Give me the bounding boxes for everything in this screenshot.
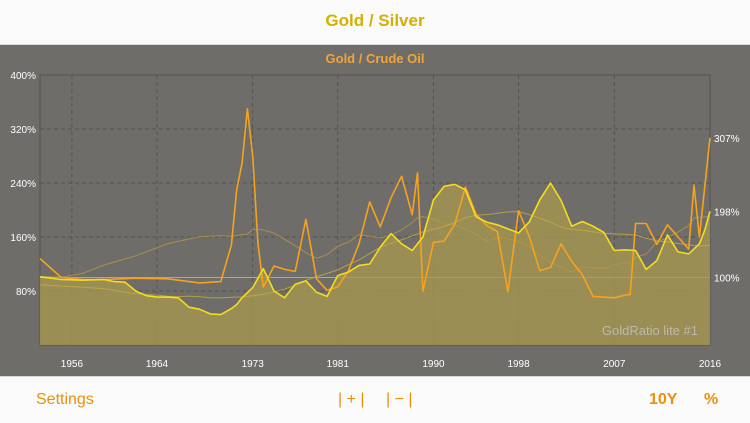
y-tick-label: 400% bbox=[10, 71, 36, 82]
x-tick-label: 1973 bbox=[242, 359, 265, 370]
x-tick-label: 1956 bbox=[61, 359, 84, 370]
right-value-label: 198% bbox=[714, 207, 740, 218]
gold-oil-line bbox=[39, 108, 711, 299]
y-tick-label: 80% bbox=[16, 287, 36, 298]
settings-button[interactable]: Settings bbox=[36, 391, 94, 408]
y-tick-label: 320% bbox=[10, 125, 36, 136]
gold-silver-moving-average bbox=[39, 211, 711, 299]
title-bar: Gold / Silver bbox=[0, 0, 750, 45]
gold-ratio-chart[interactable]: 80% 160% 240% 320% 400% 1956 1964 1973 1981 1990 1… bbox=[0, 45, 750, 376]
zoom-in-button[interactable]: | + | bbox=[338, 391, 365, 408]
gold-silver-line bbox=[39, 182, 711, 316]
gold-silver-area bbox=[40, 183, 710, 345]
x-tick-label: 1964 bbox=[146, 359, 169, 370]
watermark-label: GoldRatio lite #1 bbox=[602, 323, 698, 338]
x-tick-label: 1998 bbox=[507, 359, 530, 370]
x-tick-label: 2016 bbox=[699, 359, 722, 370]
zoom-out-button[interactable]: | − | bbox=[386, 391, 413, 408]
chart-area[interactable]: 80% 160% 240% 320% 400% 1956 1964 1973 1981 1990 1… bbox=[0, 45, 750, 376]
x-tick-label: 2007 bbox=[603, 359, 626, 370]
percent-toggle-button[interactable]: % bbox=[704, 391, 719, 408]
y-tick-label: 240% bbox=[10, 179, 36, 190]
page-title[interactable]: Gold / Silver bbox=[325, 11, 425, 30]
y-tick-label: 160% bbox=[10, 233, 36, 244]
chart-title: Gold / Crude Oil bbox=[326, 51, 425, 66]
bottom-toolbar: Settings | + | | − | 10Y % bbox=[0, 376, 750, 423]
range-10y-button[interactable]: 10Y bbox=[649, 391, 678, 408]
right-value-label: 100% bbox=[714, 274, 740, 285]
right-value-label: 307% bbox=[714, 134, 740, 145]
x-tick-label: 1981 bbox=[327, 359, 350, 370]
x-tick-label: 1990 bbox=[422, 359, 445, 370]
